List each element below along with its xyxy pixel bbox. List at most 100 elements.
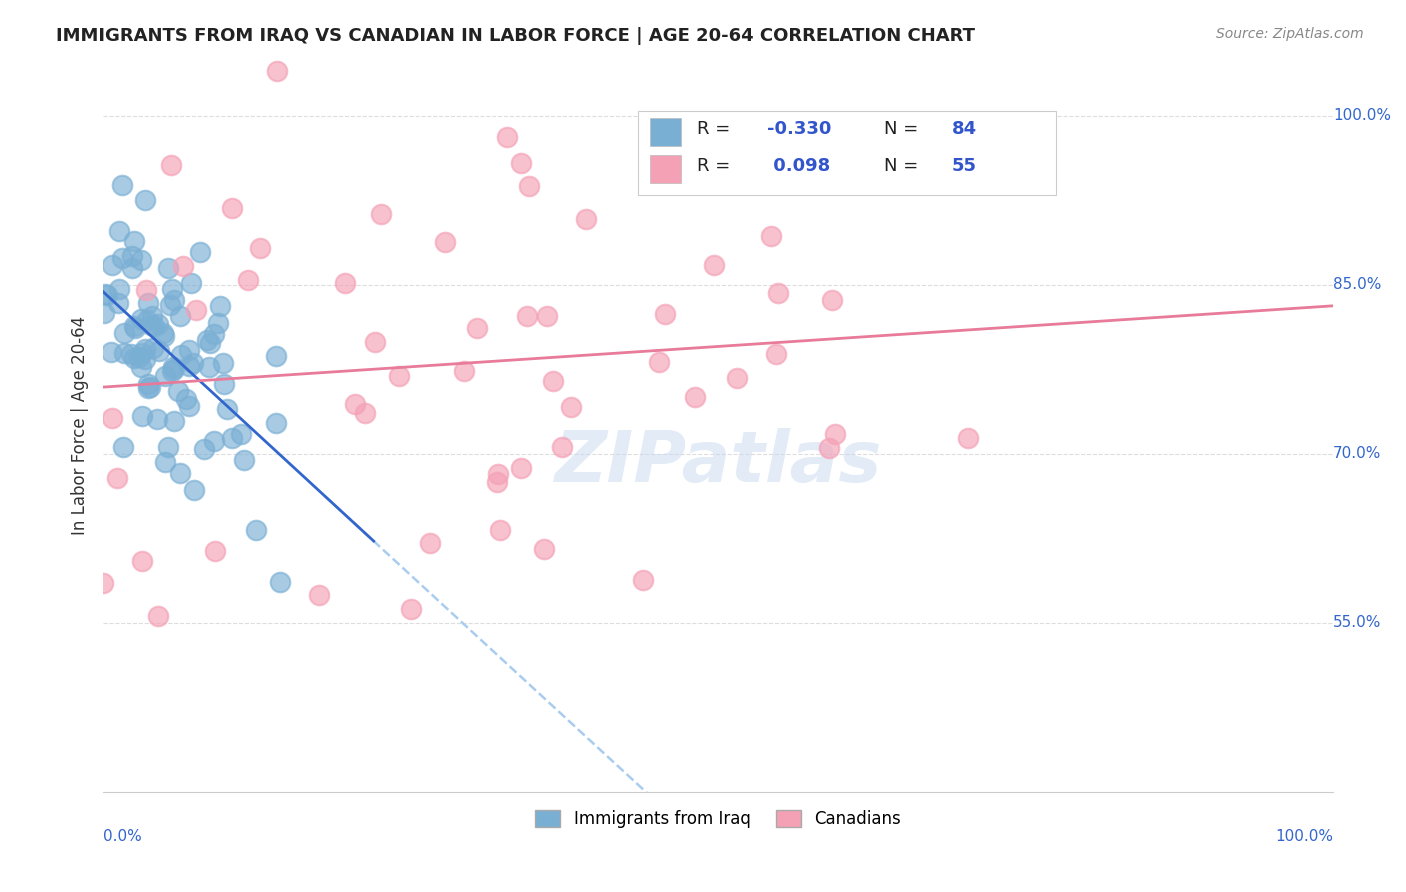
Point [148,344,170,359]
Point [399,602,422,616]
Point [212,376,235,391]
Text: N =: N = [884,120,924,138]
Point [122,351,145,366]
FancyBboxPatch shape [651,119,681,146]
Point [207,316,229,330]
Point [129,252,152,267]
Point [551,441,574,455]
Point [146,411,169,425]
Text: 100.0%: 100.0% [1275,829,1333,844]
Point [105,471,128,485]
Point [136,381,159,395]
Point [517,179,540,194]
Point [112,440,135,454]
Point [170,348,193,362]
Point [152,326,174,340]
Point [129,359,152,374]
Point [202,326,225,341]
Point [198,360,221,375]
Point [129,311,152,326]
Text: 0.098: 0.098 [768,157,831,175]
Point [217,402,239,417]
Point [160,364,183,378]
Point [142,341,165,355]
Point [174,392,197,406]
Text: R =: R = [697,157,737,175]
Point [204,544,226,558]
Text: 0.0%: 0.0% [103,829,142,844]
Point [141,318,163,333]
Point [817,441,839,455]
Point [146,609,169,624]
Point [134,343,156,357]
Text: 55.0%: 55.0% [1333,615,1381,631]
Point [631,573,654,587]
Text: Source: ZipAtlas.com: Source: ZipAtlas.com [1216,27,1364,41]
Point [163,293,186,307]
Point [108,224,131,238]
Text: 55: 55 [952,157,977,175]
Point [364,334,387,349]
Point [134,193,156,207]
Point [159,298,181,312]
Point [107,296,129,310]
Point [198,336,221,351]
Point [195,333,218,347]
Text: 70.0%: 70.0% [1333,447,1381,461]
Point [180,276,202,290]
Point [343,396,366,410]
Point [131,345,153,359]
Point [177,359,200,373]
Point [163,362,186,376]
Point [153,455,176,469]
Y-axis label: In Labor Force | Age 20-64: In Labor Force | Age 20-64 [72,317,89,535]
Point [153,369,176,384]
Point [221,431,243,445]
Point [120,347,142,361]
Text: -0.330: -0.330 [768,120,831,138]
Point [221,202,243,216]
Point [100,410,122,425]
Point [157,260,180,275]
Point [264,349,287,363]
Point [128,351,150,365]
Point [434,235,457,249]
Point [761,229,783,244]
Point [136,312,159,326]
Point [516,309,538,323]
Point [652,168,675,182]
Point [229,427,252,442]
FancyBboxPatch shape [651,155,681,183]
Point [112,346,135,360]
Point [509,156,531,170]
Point [139,380,162,394]
Text: 85.0%: 85.0% [1333,277,1381,293]
Point [683,390,706,404]
Text: ZIPatlas: ZIPatlas [554,428,882,497]
Point [131,409,153,424]
Point [124,320,146,334]
Point [765,346,787,360]
Point [703,258,725,272]
Point [465,320,488,334]
Point [100,345,122,359]
Point [654,307,676,321]
Point [249,241,271,255]
Point [143,319,166,334]
Point [169,310,191,324]
Point [370,207,392,221]
Point [183,483,205,497]
FancyBboxPatch shape [638,111,1056,195]
Point [101,258,124,272]
Point [111,178,134,193]
Point [354,406,377,420]
Point [186,302,208,317]
Point [124,318,146,333]
Point [266,64,288,78]
Point [575,212,598,227]
Text: R =: R = [697,120,737,138]
Point [647,355,669,369]
Point [725,371,748,385]
Point [488,523,510,537]
Point [136,376,159,391]
